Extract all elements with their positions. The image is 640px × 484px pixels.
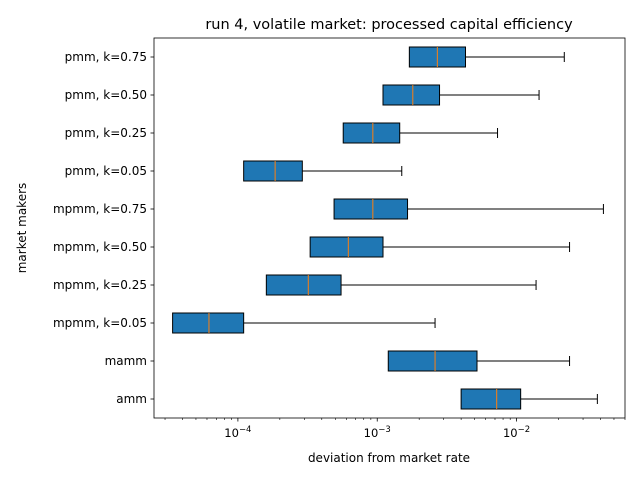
y-tick-label: pmm, k=0.50 [65, 88, 147, 102]
plot-frame [153, 37, 626, 419]
y-tick-label: amm [116, 392, 147, 406]
box [309, 236, 384, 258]
box [382, 84, 441, 106]
box [460, 388, 522, 410]
box [243, 160, 303, 182]
plot-area: 10−4 10−3 10−2 pmm, k=0.75 pmm, k=0.50 pmm, k… [53, 37, 626, 440]
box [342, 122, 401, 144]
box [333, 198, 409, 220]
y-tick-label: mpmm, k=0.50 [53, 240, 147, 254]
box [265, 274, 342, 296]
x-tick-label: 10−2 [503, 425, 530, 440]
y-tick-label: mpmm, k=0.25 [53, 278, 147, 292]
y-tick-label: mpmm, k=0.75 [53, 202, 147, 216]
x-tick-label: 10−3 [364, 425, 391, 440]
y-axis-label: market makers [15, 183, 29, 274]
y-tick-label: pmm, k=0.75 [65, 50, 147, 64]
y-tick-label: mamm [105, 354, 147, 368]
x-tick-label: 10−4 [224, 425, 251, 440]
x-axis-label: deviation from market rate [308, 451, 470, 465]
y-tick-label: mpmm, k=0.05 [53, 316, 147, 330]
box [387, 350, 478, 372]
box [172, 312, 245, 334]
chart-title: run 4, volatile market: processed capita… [205, 17, 573, 33]
y-tick-label: pmm, k=0.25 [65, 126, 147, 140]
y-tick-label: pmm, k=0.05 [65, 164, 147, 178]
